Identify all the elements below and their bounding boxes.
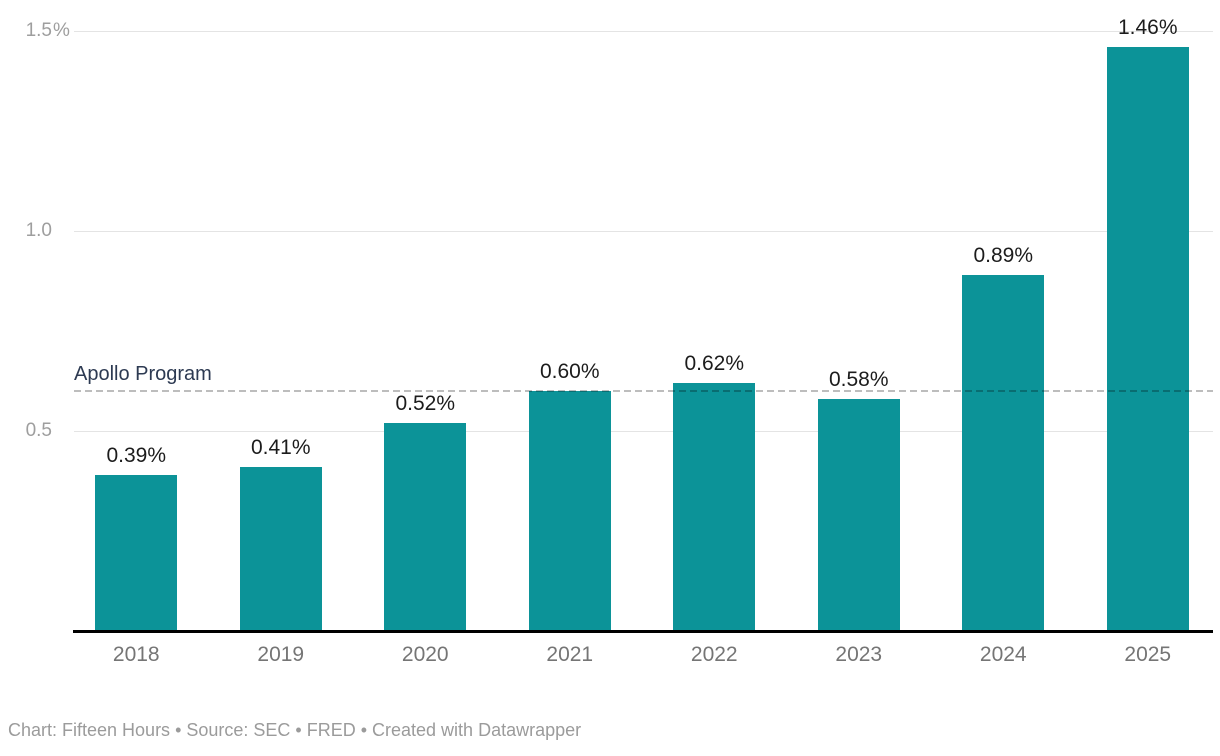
x-tick-label-2024: 2024: [979, 643, 1027, 666]
bar-2023: [817, 399, 900, 631]
x-tick-label-2019: 2019: [257, 643, 305, 666]
bar-value-label-2019: 0.41%: [250, 436, 311, 459]
y-tick-number: 1.0: [25, 220, 52, 241]
bar-2021: [528, 391, 611, 631]
x-tick-label-2021: 2021: [546, 643, 594, 666]
gridline-1.5: [74, 31, 1213, 32]
bar-2019: [239, 467, 322, 631]
gridline-0.5: [74, 431, 1213, 432]
x-tick-label-2018: 2018: [112, 643, 160, 666]
bar-value-label-2025: 1.46%: [1117, 16, 1178, 39]
y-tick-label-1.5: 1.5%: [0, 20, 70, 42]
bar-value-label-2020: 0.52%: [395, 392, 456, 415]
x-tick-label-2023: 2023: [835, 643, 883, 666]
y-tick-label-0.5: 0.5: [0, 420, 52, 442]
bar-2022: [673, 383, 756, 631]
x-tick-label-2025: 2025: [1124, 643, 1172, 666]
bar-value-label-2023: 0.58%: [828, 368, 889, 391]
x-tick-label-2022: 2022: [690, 643, 738, 666]
y-tick-label-1.0: 1.0: [0, 220, 52, 242]
y-tick-number: 1.5: [25, 20, 52, 41]
bar-value-label-2024: 0.89%: [973, 244, 1034, 267]
gridline-1.0: [74, 231, 1213, 232]
bar-2024: [962, 275, 1045, 631]
bar-2018: [95, 475, 178, 631]
bar-2025: [1106, 47, 1189, 631]
bar-2020: [384, 423, 467, 631]
apollo-reference-label: Apollo Program: [74, 363, 212, 385]
chart-footer-attribution: Chart: Fifteen Hours • Source: SEC • FRE…: [8, 720, 582, 740]
x-axis-line: [73, 630, 1213, 633]
bar-value-label-2018: 0.39%: [106, 444, 167, 467]
y-tick-percent-suffix: %: [53, 20, 70, 41]
x-tick-label-2020: 2020: [401, 643, 449, 666]
apollo-reference-line: [74, 390, 1213, 392]
bar-value-label-2022: 0.62%: [684, 352, 745, 375]
y-tick-number: 0.5: [25, 420, 52, 441]
bar-value-label-2021: 0.60%: [539, 360, 600, 383]
